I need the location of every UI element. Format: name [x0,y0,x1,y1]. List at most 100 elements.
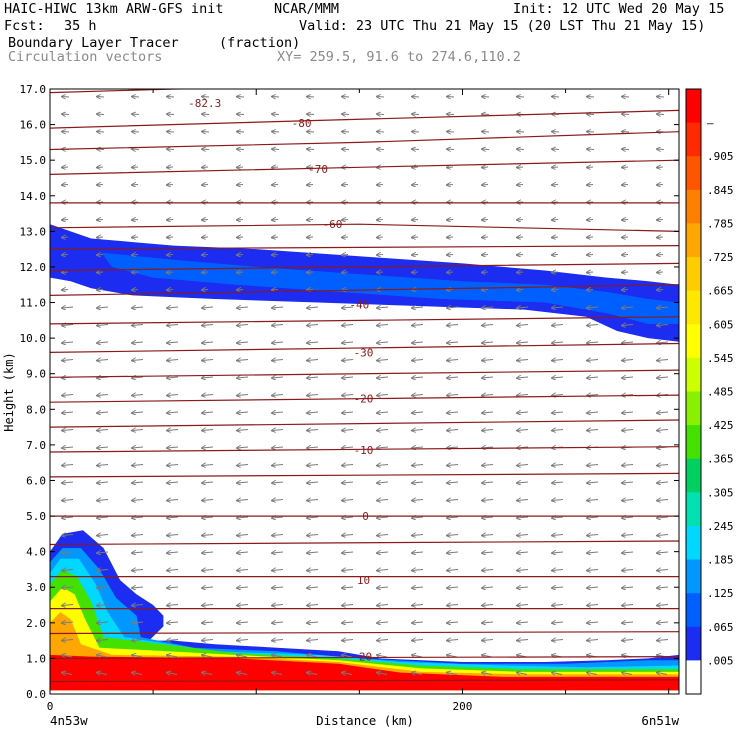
colorbar-label: .485 [707,386,734,399]
vector-arrow [482,570,494,571]
vector-arrow [447,552,459,553]
x-start-label: 4n53w [50,713,88,728]
vector-arrow [272,255,279,256]
plot-frame [49,88,680,695]
vector-arrow [412,447,424,448]
vector-arrow [62,482,74,483]
vector-arrow [657,272,664,273]
vector-arrow [622,517,634,518]
vector-arrow [657,482,669,483]
vector-arrow [342,412,354,413]
vector-arrow [272,587,284,588]
vector-arrow [307,290,314,291]
vector-arrow [622,377,634,378]
vector-arrow [202,587,214,588]
vector-arrow [447,97,455,98]
vector-arrow [517,185,524,186]
vector-arrow [447,149,455,150]
vector-arrow [132,325,144,326]
vector-arrow [167,377,179,378]
vector-arrow [97,500,109,501]
vector-arrow [132,622,144,623]
vector-arrow [237,535,249,536]
vector-arrow [237,640,249,641]
vector-arrow [62,447,74,448]
vector-arrow [237,237,244,238]
vector-arrow [482,605,494,606]
vector-arrow [482,237,489,238]
colorbar-swatch [686,425,701,460]
vector-arrow [552,605,564,606]
vector-arrow [552,535,564,536]
vector-arrow [517,342,529,343]
vector-arrow [272,220,279,221]
vector-arrow [132,465,144,466]
colorbar-label: .605 [707,318,734,331]
vector-arrow [657,149,665,150]
vector-arrow [517,430,529,431]
vector-arrow [447,342,459,343]
vector-arrow [237,167,244,168]
vector-arrow [587,149,595,150]
vector-arrow [97,220,104,221]
vector-arrow [132,447,144,448]
vector-arrow [132,360,144,361]
vector-arrow [482,640,494,641]
vector-arrow [622,622,634,623]
vector-arrow [62,552,74,553]
vector-arrow [552,482,564,483]
vector-arrow [412,114,420,115]
vector-arrow [202,640,214,641]
vector-arrow [622,114,630,115]
vector-arrow [272,552,284,553]
isotherm-line [50,472,679,478]
vector-arrow [412,587,424,588]
xy-range: XY= 259.5, 91.6 to 274.6,110.2 [277,49,521,65]
isotherm-line [50,131,679,151]
vector-arrow [62,220,69,221]
x-axis-label: Distance (km) [316,713,414,728]
vector-arrow [167,97,175,98]
vector-arrow [62,535,74,536]
vector-arrow [342,237,349,238]
vector-arrow [167,307,179,308]
colorbar: – .905 .845 .785 .725 .665 .605 .545 .485 .425 .36… [685,88,734,695]
vector-arrow [517,500,529,501]
vector-arrow [307,97,315,98]
colorbar-label: .725 [707,251,734,264]
vector-arrow [237,307,249,308]
vector-arrow [272,132,280,133]
vector-arrow [657,307,669,308]
vector-arrow [237,500,249,501]
colorbar-swatch [686,492,701,527]
vector-arrow [202,412,214,413]
vector-arrow [97,570,109,571]
isotherm-line [50,631,679,635]
vector-arrow [132,517,144,518]
vector-arrow [377,673,388,675]
vector-arrow [132,114,140,115]
vector-arrow [342,377,354,378]
vector-arrow [62,307,74,308]
vector-arrow [622,167,629,168]
vector-arrow [377,570,389,571]
vector-arrow [587,237,594,238]
vector-arrow [62,132,70,133]
vector-arrow [342,132,350,133]
colorbar-swatch [686,223,701,258]
vector-arrow [167,605,179,606]
vector-arrow [447,272,454,273]
y-axis-label: Height (km) [2,352,16,431]
vector-arrow [482,114,490,115]
vector-arrow [97,412,109,413]
vector-arrow [62,412,74,413]
vector-arrow [447,237,454,238]
vector-arrow [622,673,633,675]
vector-arrow [97,465,109,466]
vector-arrow [622,220,629,221]
vector-arrow [132,377,144,378]
vector-arrow [622,185,629,186]
isotherm-line [50,540,679,546]
vector-arrow [377,412,389,413]
vector-arrow [552,342,564,343]
